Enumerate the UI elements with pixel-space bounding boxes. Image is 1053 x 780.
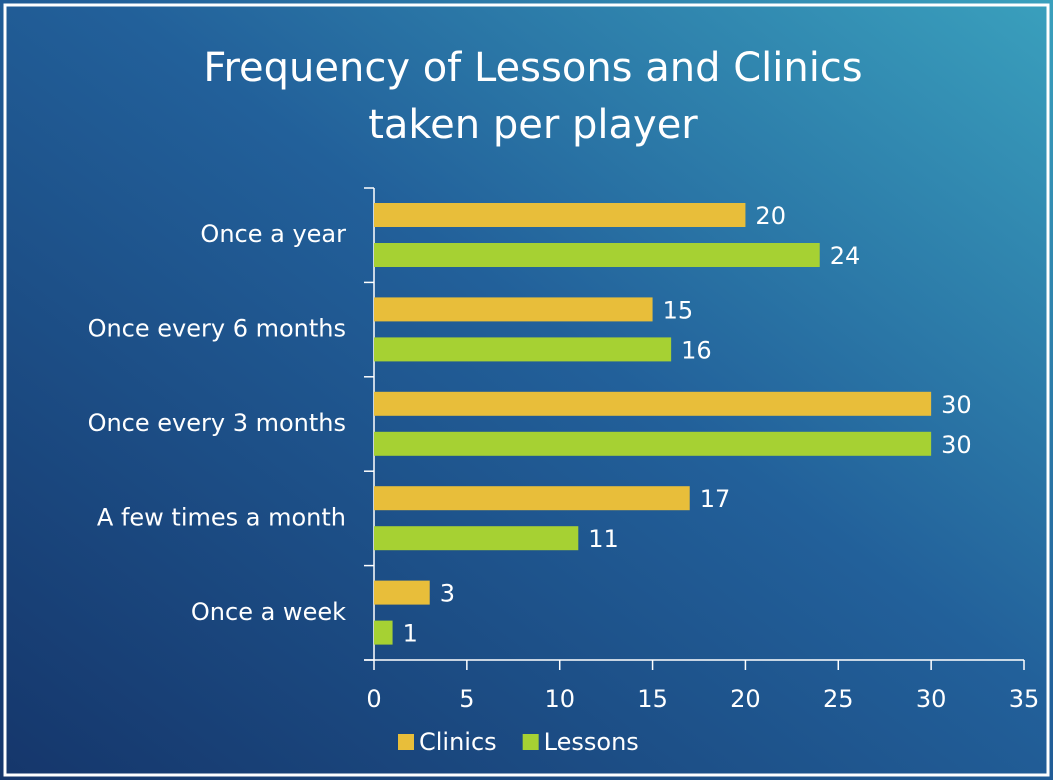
- chart-title: Frequency of Lessons and Clinics: [203, 45, 862, 91]
- category-label: Once every 6 months: [88, 315, 346, 343]
- bar: [374, 486, 690, 511]
- x-tick-label: 15: [637, 685, 668, 713]
- value-label: 11: [588, 525, 619, 553]
- value-label: 3: [440, 580, 455, 608]
- legend-swatch: [522, 734, 539, 750]
- category-label: A few times a month: [97, 503, 346, 531]
- value-label: 15: [663, 296, 694, 324]
- bar: [374, 620, 393, 645]
- bar: [374, 297, 653, 322]
- category-label: Once a week: [191, 598, 346, 626]
- legend-label: Lessons: [544, 728, 639, 756]
- x-tick-label: 20: [730, 685, 761, 713]
- legend-label: Clinics: [419, 728, 497, 756]
- bar: [374, 243, 820, 267]
- bar: [374, 337, 672, 362]
- value-label: 16: [681, 336, 712, 364]
- value-label: 24: [830, 242, 861, 270]
- bar: [374, 580, 430, 605]
- value-label: 20: [755, 202, 786, 230]
- value-label: 30: [941, 391, 972, 419]
- bar: [374, 526, 579, 551]
- value-label: 17: [700, 485, 731, 513]
- x-tick-label: 30: [916, 685, 947, 713]
- category-label: Once every 3 months: [88, 409, 346, 437]
- chart-title: taken per player: [368, 102, 698, 148]
- legend-swatch: [398, 734, 414, 750]
- x-tick-label: 35: [1009, 685, 1040, 713]
- x-tick-label: 5: [459, 685, 474, 713]
- x-tick-label: 10: [544, 685, 575, 713]
- bar: [374, 431, 932, 456]
- value-label: 1: [403, 620, 418, 648]
- bar: [374, 203, 746, 227]
- x-tick-label: 0: [366, 685, 381, 713]
- frame: [3, 3, 1050, 777]
- category-label: Once a year: [200, 220, 346, 248]
- bar: [374, 391, 932, 416]
- value-label: 30: [941, 431, 972, 459]
- x-tick-label: 25: [823, 685, 854, 713]
